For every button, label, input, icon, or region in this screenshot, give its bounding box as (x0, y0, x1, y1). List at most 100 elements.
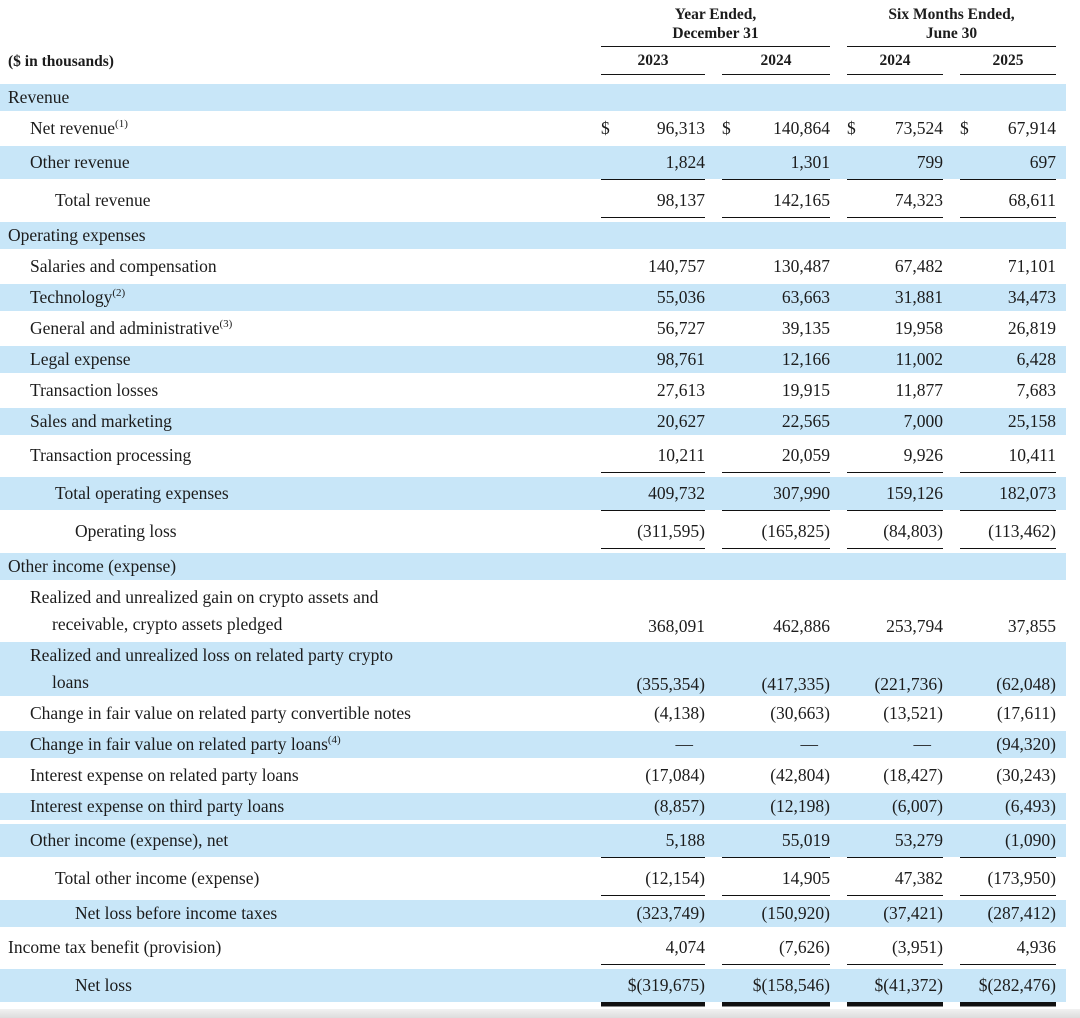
value-cell: 307,990 (722, 477, 830, 511)
cell-value: 14,905 (781, 867, 830, 888)
currency-symbol: $ (722, 118, 731, 138)
cell-value: (17,084) (645, 765, 705, 785)
cell-value: 1,824 (665, 151, 705, 172)
value-cell: (323,749) (601, 900, 705, 927)
row-label-text: Interest expense on related party loans (30, 765, 299, 785)
table-header: Year Ended, December 31 Six Months Ended… (0, 5, 1066, 75)
row-label: Other revenue (8, 149, 584, 176)
row-label: Interest expense on related party loans (8, 762, 584, 789)
value-cell: 56,727 (601, 315, 705, 342)
cell-value: (287,412) (987, 903, 1056, 923)
value-cell: 12,166 (722, 346, 830, 373)
table-row: Other income (expense) (0, 553, 1066, 580)
cell-value: (13,521) (883, 703, 943, 723)
value-cell: $96,313 (601, 115, 705, 142)
cell-value: 39,135 (781, 318, 830, 338)
table-row: Legal expense 98,761 12,166 11,002 6,428 (0, 346, 1066, 373)
income-statement-table: Year Ended, December 31 Six Months Ended… (0, 5, 1066, 1003)
row-label: Realized and unrealized gain on crypto a… (8, 584, 584, 638)
cell-value: — (800, 734, 819, 754)
value-cell: $67,914 (960, 115, 1056, 142)
cell-value: (323,749) (636, 903, 705, 923)
cell-value: $(319,675) (627, 974, 705, 995)
cell-value: 98,761 (656, 349, 705, 369)
cell-value: 31,881 (894, 287, 943, 307)
row-label: Legal expense (8, 346, 584, 373)
table-row: Realized and unrealized loss on related … (0, 642, 1066, 696)
cell-value: 159,126 (886, 482, 943, 503)
row-label-text: Revenue (8, 87, 70, 107)
value-cell (847, 84, 943, 111)
row-label-text: Interest expense on third party loans (30, 796, 285, 816)
footnote-ref: (3) (219, 318, 233, 331)
row-label-text: Transaction losses (30, 380, 159, 400)
value-cell: 26,819 (960, 315, 1056, 342)
cell-value: 7,000 (903, 411, 943, 431)
row-label-text-line2: receivable, crypto assets pledged (52, 614, 283, 634)
value-cell (960, 84, 1056, 111)
cell-value: (17,611) (996, 703, 1056, 723)
cell-value: 98,137 (656, 189, 705, 210)
table-row: Interest expense on related party loans (… (0, 762, 1066, 789)
value-cell: (1,090) (960, 824, 1056, 858)
value-cell: 409,732 (601, 477, 705, 511)
value-cell: (6,493) (960, 793, 1056, 820)
value-cell: $(319,675) (601, 969, 705, 1003)
column-group-six-months-ended: Six Months Ended, June 30 (847, 5, 1056, 47)
value-cell: (42,804) (722, 762, 830, 789)
table-row: Change in fair value on related party lo… (0, 731, 1066, 758)
row-label: Other income (expense), net (8, 827, 584, 854)
value-cell (847, 553, 943, 580)
table-row: Total revenue 98,137 142,165 74,323 68,611 (0, 184, 1066, 218)
cell-value: 368,091 (648, 615, 705, 636)
cell-value: (6,493) (1004, 796, 1056, 816)
cell-value: (30,663) (770, 703, 830, 723)
value-cell: 55,019 (722, 824, 830, 858)
row-label: Transaction losses (8, 377, 584, 404)
row-label: Income tax benefit (provision) (8, 934, 584, 961)
cell-value: 22,565 (781, 411, 830, 431)
cell-value: 130,487 (773, 256, 830, 276)
value-cell: (18,427) (847, 762, 943, 789)
row-label-text: Total other income (expense) (55, 868, 260, 888)
row-label-text: Income tax benefit (provision) (8, 937, 222, 957)
cell-value: 25,158 (1007, 411, 1056, 431)
cell-value: 19,915 (781, 380, 830, 400)
cell-value: 4,074 (665, 936, 705, 957)
cell-value: $(158,546) (752, 974, 830, 995)
row-label: Operating expenses (8, 222, 584, 249)
row-label-text: Sales and marketing (30, 411, 172, 431)
cell-value: (417,335) (761, 673, 830, 694)
cell-value: 10,211 (657, 444, 705, 465)
value-cell: $(41,372) (847, 969, 943, 1003)
value-cell: $(282,476) (960, 969, 1056, 1003)
value-cell: (17,611) (960, 700, 1056, 727)
value-cell (601, 222, 705, 249)
value-cell: 98,137 (601, 184, 705, 218)
value-cell: (173,950) (960, 862, 1056, 896)
table-row: Other income (expense), net 5,188 55,019 53… (0, 824, 1066, 858)
cell-value: 307,990 (773, 482, 830, 503)
cell-value: 20,059 (781, 444, 830, 465)
value-cell: 34,473 (960, 284, 1056, 311)
cell-value: 53,279 (894, 829, 943, 850)
value-cell: (6,007) (847, 793, 943, 820)
cell-value: 10,411 (1008, 444, 1056, 465)
value-cell: (30,243) (960, 762, 1056, 789)
value-cell: 4,936 (960, 931, 1056, 965)
value-cell: (113,462) (960, 515, 1056, 549)
row-label: Change in fair value on related party co… (8, 700, 584, 727)
cell-value: (165,825) (761, 520, 830, 541)
table-row: Total other income (expense) (12,154) 14,9… (0, 862, 1066, 896)
column-group-year-ended: Year Ended, December 31 (601, 5, 830, 47)
page-bottom-edge (0, 1009, 1080, 1018)
value-cell: 7,000 (847, 408, 943, 435)
row-label-text: Net revenue (30, 118, 116, 138)
cell-value: 67,914 (1007, 118, 1056, 138)
value-cell: 6,428 (960, 346, 1056, 373)
cell-value: — (913, 734, 932, 754)
value-cell (960, 553, 1056, 580)
footnote-ref: (1) (115, 118, 128, 131)
value-cell: 799 (847, 146, 943, 180)
row-label-text: Salaries and compensation (30, 256, 217, 276)
